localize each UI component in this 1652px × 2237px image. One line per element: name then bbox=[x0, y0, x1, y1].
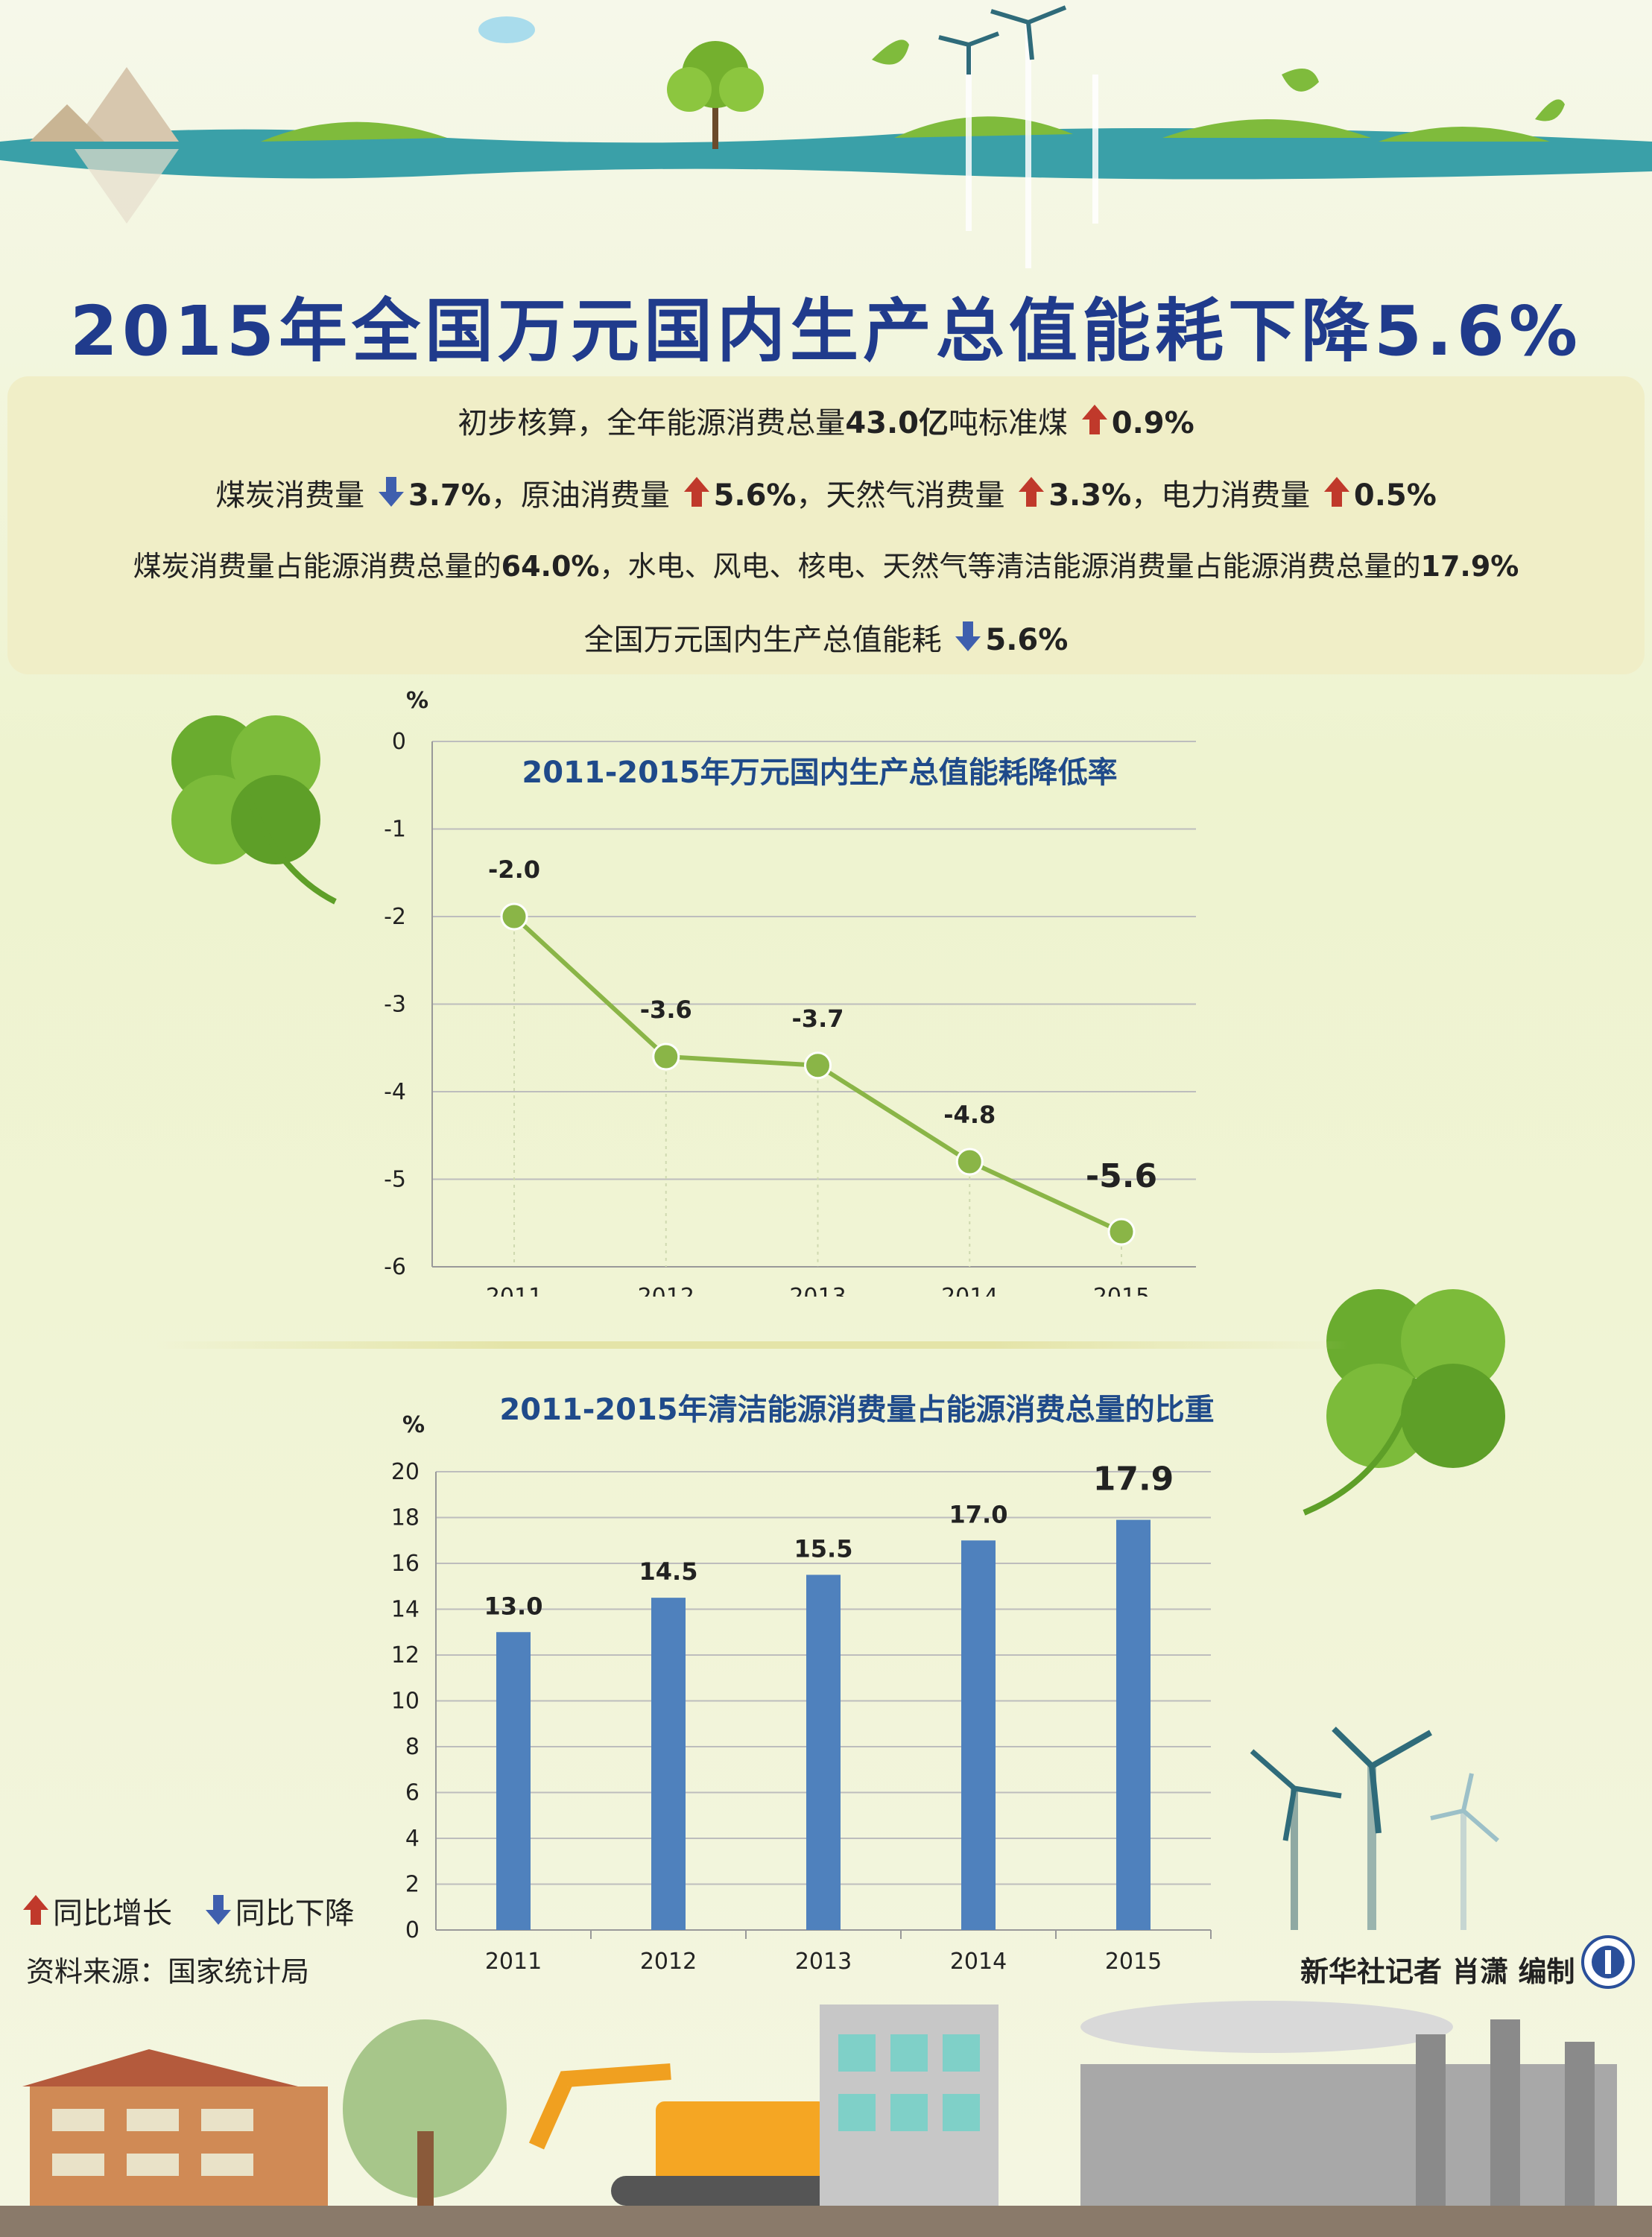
summary-text: 全国万元国内生产总值能耗 bbox=[583, 623, 942, 657]
x-tick-label: 2011 bbox=[485, 1949, 542, 1975]
down-arrow-icon bbox=[955, 621, 981, 651]
bar-chart-clean-energy-share: % 2011-2015年清洁能源消费量占能源消费总量的比重 0 2 4 6 8 10 12 1… bbox=[391, 1393, 1215, 1975]
summary-line-share: 煤炭消费量占能源消费总量的64.0%，水电、风电、核电、天然气等清洁能源消费量占… bbox=[7, 543, 1645, 584]
bar bbox=[961, 1540, 996, 1930]
summary-value: 5.6% bbox=[985, 623, 1069, 657]
data-point bbox=[652, 1042, 680, 1071]
summary-value: 0.9% bbox=[1111, 406, 1194, 440]
y-tick-label: 12 bbox=[391, 1642, 420, 1668]
clover-icon bbox=[171, 715, 337, 905]
x-tick-label: 2015 bbox=[1105, 1949, 1162, 1975]
data-label: -3.7 bbox=[792, 1004, 844, 1033]
data-label: 17.0 bbox=[949, 1500, 1008, 1528]
summary-value: 0.5% bbox=[1353, 478, 1437, 513]
y-tick-label: 14 bbox=[391, 1597, 420, 1623]
y-tick-label: -4 bbox=[384, 1079, 406, 1105]
summary-text: ，原油消费量 bbox=[490, 478, 670, 513]
xinhua-logo-icon bbox=[1581, 1935, 1635, 1989]
summary-box: 初步核算，全年能源消费总量43.0亿吨标准煤 0.9% 煤炭消费量 3.7%，原… bbox=[7, 376, 1645, 674]
x-tick-label: 2013 bbox=[795, 1949, 852, 1975]
legend: 同比增长 同比下降 bbox=[19, 1889, 355, 1932]
y-tick-label: 0 bbox=[405, 1917, 420, 1943]
x-tick-label: 2012 bbox=[638, 1284, 694, 1297]
y-tick-label: -5 bbox=[384, 1167, 406, 1193]
x-tick-label: 2012 bbox=[640, 1949, 697, 1975]
up-arrow-icon bbox=[1323, 477, 1349, 507]
summary-line-consumption: 煤炭消费量 3.7%，原油消费量 5.6%，天然气消费量 3.3%，电力消费量 … bbox=[7, 471, 1645, 514]
data-label: 17.9 bbox=[1093, 1461, 1174, 1499]
y-tick-label: 0 bbox=[392, 729, 406, 755]
chart-title: 2011-2015年万元国内生产总值能耗降低率 bbox=[522, 756, 1117, 790]
y-tick-label: 6 bbox=[405, 1780, 420, 1806]
y-tick-label: 20 bbox=[391, 1459, 420, 1485]
page-title: 2015年全国万元国内生产总值能耗下降5.6% bbox=[69, 291, 1583, 371]
bottom-city-illustration bbox=[0, 2001, 1652, 2237]
data-label: -2.0 bbox=[488, 855, 540, 884]
data-source: 资料来源：国家统计局 bbox=[26, 1955, 310, 1988]
legend-down-label: 同比下降 bbox=[235, 1896, 355, 1931]
data-point bbox=[500, 902, 528, 931]
summary-line-intensity: 全国万元国内生产总值能耗 5.6% bbox=[7, 616, 1645, 659]
summary-value: 17.9% bbox=[1420, 550, 1519, 583]
chart-title: 2011-2015年清洁能源消费量占能源消费总量的比重 bbox=[499, 1393, 1214, 1427]
y-axis-unit: % bbox=[406, 688, 428, 714]
top-landscape-illustration bbox=[0, 5, 1652, 268]
down-arrow-icon bbox=[205, 1895, 231, 1925]
summary-text: 初步核算，全年能源消费总量 bbox=[458, 406, 846, 440]
data-label: 13.0 bbox=[484, 1592, 543, 1620]
y-tick-label: 16 bbox=[391, 1551, 420, 1577]
data-label: -3.6 bbox=[640, 996, 692, 1024]
line-chart-energy-intensity: % 2011-2015年万元国内生产总值能耗降低率 0-1-2-3-4-5-6 … bbox=[384, 688, 1196, 1297]
summary-text: 煤炭消费量 bbox=[215, 478, 365, 513]
x-tick-label: 2014 bbox=[950, 1949, 1007, 1975]
summary-value: 3.7% bbox=[408, 478, 491, 513]
x-tick-label: 2011 bbox=[486, 1284, 542, 1297]
bar bbox=[496, 1632, 531, 1930]
x-tick-label: 2013 bbox=[789, 1284, 846, 1297]
legend-up-label: 同比增长 bbox=[53, 1896, 172, 1931]
x-tick-label: 2015 bbox=[1093, 1284, 1150, 1297]
y-axis-unit: % bbox=[402, 1412, 425, 1438]
y-tick-label: -6 bbox=[384, 1254, 406, 1280]
data-point bbox=[1107, 1218, 1136, 1246]
summary-value: 3.3% bbox=[1048, 478, 1132, 513]
y-tick-label: -2 bbox=[384, 904, 406, 930]
data-label: -5.6 bbox=[1086, 1157, 1157, 1195]
y-tick-label: 4 bbox=[405, 1826, 420, 1852]
up-arrow-icon bbox=[23, 1895, 48, 1925]
bar bbox=[806, 1575, 841, 1930]
clover-icon bbox=[1303, 1289, 1505, 1516]
summary-value: 64.0% bbox=[501, 550, 600, 583]
bar bbox=[1116, 1519, 1151, 1930]
y-tick-label: 2 bbox=[405, 1872, 420, 1898]
down-arrow-icon bbox=[378, 477, 404, 507]
summary-text: 煤炭消费量占能源消费总量的 bbox=[133, 550, 501, 583]
y-tick-label: -1 bbox=[384, 817, 406, 843]
x-tick-label: 2014 bbox=[941, 1284, 998, 1297]
y-tick-label: 18 bbox=[391, 1505, 420, 1531]
data-label: -4.8 bbox=[943, 1101, 996, 1129]
summary-text: ，水电、风电、核电、天然气等清洁能源消费量占能源消费总量的 bbox=[599, 550, 1421, 583]
y-tick-label: -3 bbox=[384, 992, 406, 1018]
summary-value: 5.6% bbox=[713, 478, 797, 513]
data-label: 14.5 bbox=[639, 1557, 698, 1586]
summary-text: ，电力消费量 bbox=[1131, 478, 1311, 513]
up-arrow-icon bbox=[683, 477, 709, 507]
up-arrow-icon bbox=[1081, 405, 1107, 434]
section-divider bbox=[156, 1341, 1349, 1349]
summary-value: 43.0亿 bbox=[845, 406, 949, 440]
y-tick-label: 10 bbox=[391, 1689, 420, 1715]
summary-text: 吨标准煤 bbox=[949, 406, 1069, 440]
up-arrow-icon bbox=[1019, 477, 1045, 507]
summary-text: ，天然气消费量 bbox=[796, 478, 1005, 513]
wind-turbines-illustration bbox=[1250, 1727, 1499, 1930]
data-point bbox=[804, 1051, 832, 1080]
bar bbox=[651, 1598, 686, 1930]
summary-line-total-energy: 初步核算，全年能源消费总量43.0亿吨标准煤 0.9% bbox=[7, 399, 1645, 442]
y-tick-label: 8 bbox=[405, 1734, 420, 1760]
data-label: 15.5 bbox=[794, 1534, 853, 1563]
credit: 新华社记者 肖潇 编制 bbox=[1300, 1955, 1575, 1988]
data-point bbox=[955, 1148, 984, 1176]
